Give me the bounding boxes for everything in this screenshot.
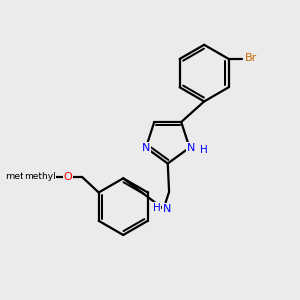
Text: Br: Br (245, 53, 257, 63)
Text: methoxy: methoxy (5, 172, 46, 181)
Text: H: H (153, 203, 160, 213)
Text: H: H (200, 145, 207, 155)
Text: N: N (142, 142, 150, 153)
Text: N: N (187, 142, 195, 153)
Text: O: O (64, 172, 72, 182)
Text: N: N (163, 204, 171, 214)
Text: methyl: methyl (24, 172, 56, 181)
